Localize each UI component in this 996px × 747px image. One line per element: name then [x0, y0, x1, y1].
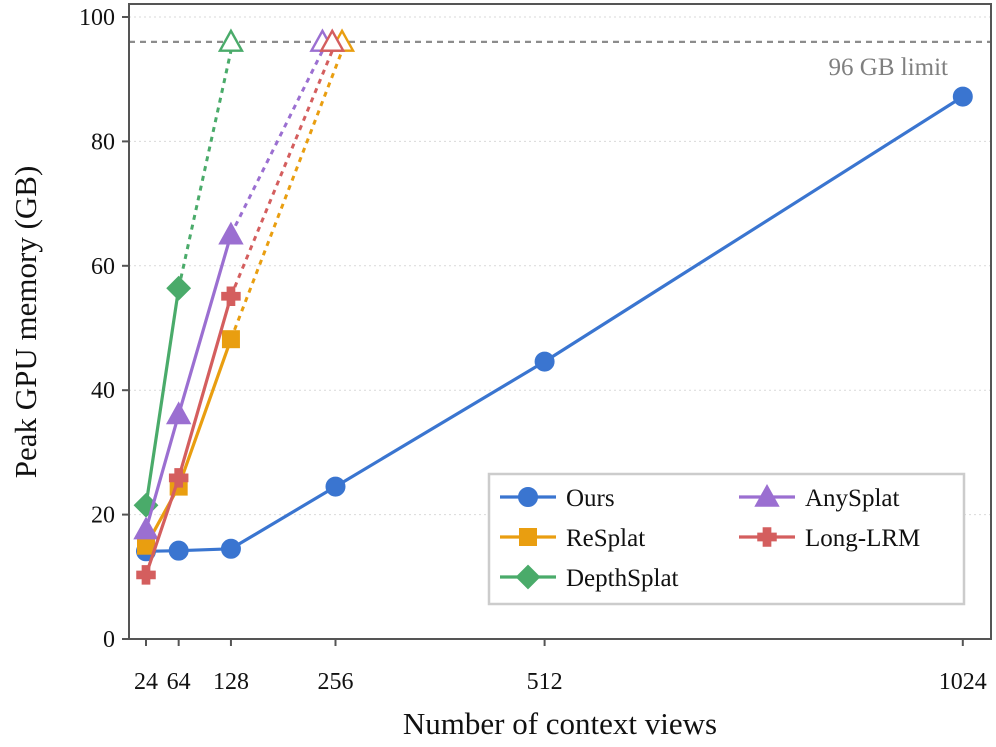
data-point — [221, 286, 241, 307]
legend-label: DepthSplat — [566, 565, 679, 592]
x-tick-label: 64 — [167, 669, 191, 695]
series-group — [133, 28, 973, 585]
y-tick-label: 20 — [91, 503, 115, 529]
x-tick-label: 1024 — [939, 669, 987, 695]
series-anysplat — [133, 28, 336, 540]
legend: Ours ReSplat DepthSplat AnySplat Long-LRM — [487, 472, 966, 606]
legend-marker — [519, 528, 537, 546]
data-point — [221, 330, 240, 349]
legend-marker — [754, 483, 780, 507]
legend-label: ReSplat — [566, 525, 645, 552]
legend-item: ReSplat — [500, 525, 645, 552]
series-oom-line — [229, 50, 344, 340]
series-depthsplat — [133, 28, 244, 518]
y-tick-label: 0 — [103, 627, 115, 653]
y-axis-title: Peak GPU memory (GB) — [8, 166, 43, 479]
legend-marker — [518, 487, 538, 507]
data-point — [166, 275, 192, 301]
legend-box — [487, 472, 966, 606]
series-long-lrm — [136, 28, 346, 585]
x-tick-label: 512 — [527, 669, 563, 695]
data-point — [952, 86, 973, 107]
legend-marker — [515, 564, 541, 590]
legend-item: DepthSplat — [500, 564, 679, 592]
series-line — [144, 287, 181, 506]
data-point — [136, 565, 156, 585]
data-point — [220, 538, 241, 559]
oom-marker — [319, 28, 346, 52]
y-tick-label: 40 — [91, 378, 115, 404]
legend-item: AnySplat — [739, 483, 900, 512]
series-line — [144, 295, 233, 576]
series-oom-line — [229, 50, 334, 297]
y-tick-label: 100 — [79, 5, 115, 31]
x-tick-label: 256 — [317, 669, 353, 695]
x-tick-label: 128 — [213, 669, 249, 695]
x-tick-label: 24 — [134, 669, 158, 695]
data-point — [133, 516, 159, 540]
data-point — [168, 468, 189, 488]
data-point — [168, 540, 189, 561]
data-point — [165, 401, 192, 425]
limit-label: 96 GB limit — [829, 54, 949, 81]
series-line — [144, 234, 233, 530]
axes: 0 20 40 60 80 100 24 64 128 256 512 1024 Number of c… — [8, 3, 992, 741]
plot-frame — [128, 3, 992, 640]
y-tick-label: 80 — [91, 129, 115, 155]
gridlines — [129, 16, 991, 516]
data-point — [534, 351, 555, 372]
data-point — [218, 221, 244, 245]
x-axis-title: Number of context views — [403, 706, 717, 741]
legend-label: Ours — [566, 485, 615, 512]
memory-limit: 96 GB limit — [129, 40, 991, 81]
legend-marker — [757, 527, 777, 547]
oom-marker — [217, 28, 244, 52]
series-ours — [136, 86, 973, 562]
y-tick-label: 60 — [91, 254, 115, 280]
legend-item: Ours — [500, 485, 615, 512]
series-oom-line — [177, 50, 233, 289]
legend-label: AnySplat — [805, 485, 900, 512]
data-point — [325, 476, 346, 497]
data-point — [137, 536, 155, 555]
legend-item: Long-LRM — [739, 525, 920, 552]
legend-label: Long-LRM — [805, 525, 920, 552]
series-oom-line — [229, 50, 324, 236]
